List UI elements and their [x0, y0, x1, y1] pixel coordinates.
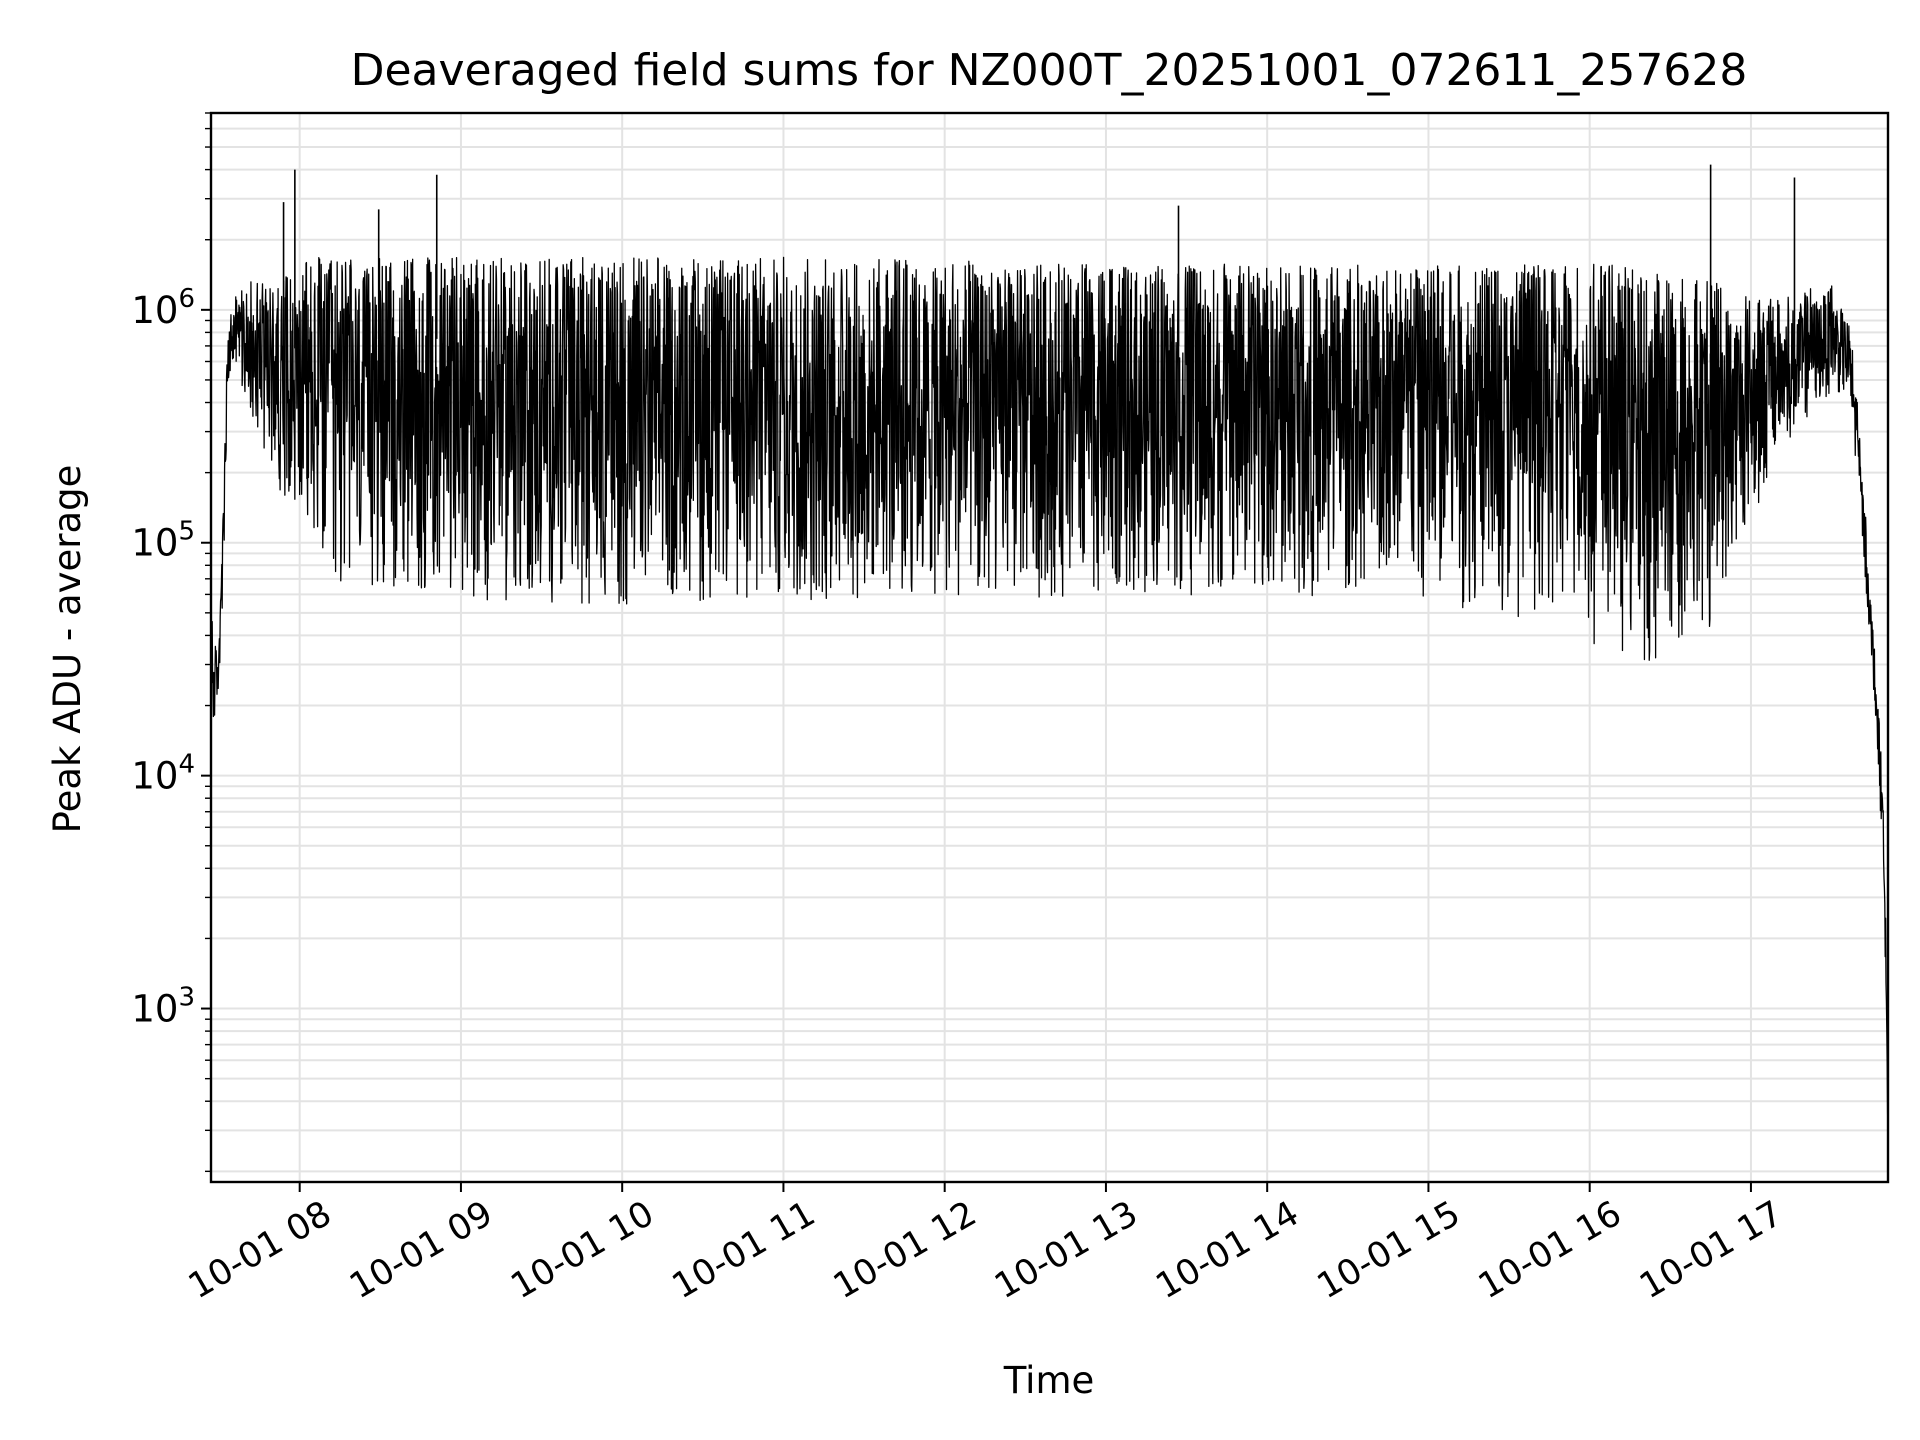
x-axis-label: Time	[1003, 1359, 1095, 1402]
y-tick-exponent: 5	[178, 517, 195, 547]
y-tick-label: 104	[131, 750, 195, 798]
y-tick-base: 10	[131, 988, 178, 1031]
y-tick-label: 103	[131, 983, 195, 1031]
y-tick-exponent: 6	[178, 284, 195, 314]
data-series	[210, 164, 1889, 1138]
y-tick-label: 105	[131, 517, 195, 565]
y-tick-base: 10	[131, 755, 178, 798]
series-line	[210, 256, 1889, 1138]
y-axis-label: Peak ADU - average	[46, 465, 89, 834]
y-tick-label: 106	[131, 284, 195, 332]
plot-frame	[209, 111, 1890, 1184]
y-tick-exponent: 4	[178, 750, 195, 780]
y-tick-exponent: 3	[178, 983, 195, 1013]
chart-title: Deaveraged field sums for NZ000T_2025100…	[351, 45, 1748, 96]
y-tick-base: 10	[131, 289, 178, 332]
y-tick-base: 10	[131, 522, 178, 565]
